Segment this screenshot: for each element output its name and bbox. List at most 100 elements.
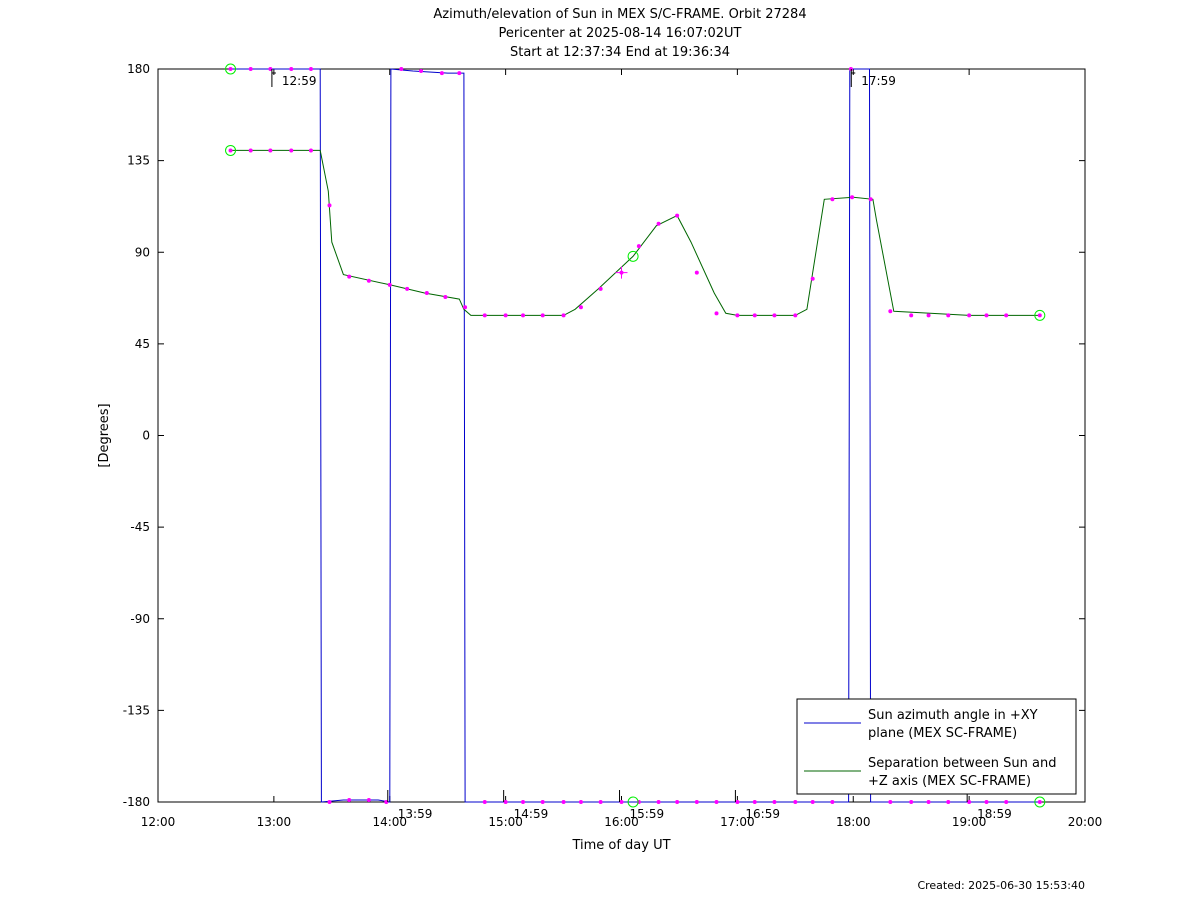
y-tick-label: -90: [130, 612, 150, 626]
data-point-marker: [578, 305, 583, 310]
data-point-marker: [424, 290, 429, 295]
y-tick-label: 135: [127, 154, 150, 168]
legend-entry-2: +Z axis (MEX SC-FRAME): [868, 774, 1031, 789]
data-point-marker: [694, 800, 699, 804]
data-point-marker: [830, 197, 835, 202]
time-annotation-label: 12:59: [282, 74, 317, 88]
data-point-marker: [347, 797, 352, 802]
data-point-marker: [521, 313, 526, 318]
y-tick-label: 90: [135, 245, 150, 259]
data-point-marker: [752, 313, 757, 318]
title-line-3: Start at 12:37:34 End at 19:36:34: [510, 45, 730, 60]
data-point-marker: [946, 313, 951, 318]
data-point-marker: [675, 213, 680, 218]
data-point-marker: [463, 305, 468, 310]
created-timestamp: Created: 2025-06-30 15:53:40: [917, 879, 1085, 892]
data-point-marker: [926, 313, 931, 318]
data-point-marker: [598, 286, 603, 291]
x-axis: 12:00 13:00 14:00 15:00 16:00 17:00 18:00 19:00…: [141, 69, 1102, 829]
time-annotation-label: 18:59: [977, 807, 1012, 821]
series-line-1: [230, 68, 1040, 803]
x-tick-label: 18:00: [836, 815, 871, 829]
x-tick-label: 12:00: [141, 815, 176, 829]
data-point-marker: [366, 278, 371, 283]
data-point-marker: [561, 800, 566, 804]
data-point-marker: [540, 800, 545, 804]
data-point-marker: [967, 313, 972, 318]
series-line-2: [230, 149, 1040, 316]
data-point-marker: [268, 148, 273, 153]
data-point-marker: [405, 286, 410, 291]
orbit-marker-circle: [225, 144, 237, 156]
data-point-marker: [868, 197, 873, 202]
data-point-marker: [308, 148, 313, 153]
data-point-marker: [752, 800, 757, 804]
data-point-marker: [735, 800, 740, 804]
plot-frame: [157, 68, 1086, 803]
data-point-marker: [772, 800, 777, 804]
data-point-marker: [946, 800, 951, 804]
data-point-marker: [694, 270, 699, 275]
data-point-marker: [482, 800, 487, 804]
data-point-marker: [443, 295, 448, 300]
data-point-marker: [810, 276, 815, 281]
data-point-marker: [598, 800, 603, 804]
data-point-marker: [289, 148, 294, 153]
legend-entry-1: Sun azimuth angle in +XY: [868, 708, 1038, 723]
data-point-marker: [387, 282, 392, 287]
data-point-marker: [482, 313, 487, 318]
y-tick-label: -135: [123, 703, 150, 717]
y-axis-label: [Degrees]: [97, 403, 112, 467]
data-point-marker: [888, 800, 893, 804]
data-point-marker: [810, 800, 815, 804]
title-line-2: Pericenter at 2025-08-14 16:07:02UT: [498, 26, 741, 41]
orbit-marker-circle: [1034, 309, 1046, 321]
y-tick-label: -45: [130, 520, 150, 534]
time-annotation-label: 15:59: [630, 807, 665, 821]
y-tick-label: -180: [123, 795, 150, 809]
orbit-marker-circle: [1034, 796, 1046, 808]
data-point-marker: [439, 71, 444, 76]
x-tick-label: 19:00: [952, 815, 987, 829]
x-tick-label: 15:00: [488, 815, 523, 829]
data-point-marker: [248, 67, 253, 71]
time-annotation-label: 17:59: [861, 74, 896, 88]
data-point-marker: [228, 148, 233, 153]
data-point-marker: [888, 309, 893, 314]
data-point-marker: [793, 313, 798, 318]
data-point-marker: [636, 244, 641, 249]
data-point-marker: [830, 800, 835, 804]
y-tick-label: 0: [142, 429, 150, 443]
data-point-marker: [926, 800, 931, 804]
title-line-1: Azimuth/elevation of Sun in MEX S/C-FRAM…: [433, 7, 806, 22]
markers: [225, 63, 1046, 808]
data-point-marker: [384, 800, 389, 804]
y-tick-label: 180: [127, 62, 150, 76]
y-tick-label: 45: [135, 337, 150, 351]
time-annotations: 12:59 13:59 14:59 15:59 16:59 17:59 18:59: [271, 69, 1012, 821]
data-point-marker: [457, 71, 462, 76]
data-point-marker: [675, 800, 680, 804]
data-point-marker: [540, 313, 545, 318]
data-point-marker: [366, 797, 371, 802]
data-point-marker: [1004, 800, 1009, 804]
data-point-marker: [419, 69, 424, 74]
data-point-marker: [909, 313, 914, 318]
data-point-marker: [268, 67, 273, 71]
data-point-marker: [503, 313, 508, 318]
data-point-marker: [984, 313, 989, 318]
chart-title: Azimuth/elevation of Sun in MEX S/C-FRAM…: [433, 7, 806, 60]
x-axis-label: Time of day UT: [571, 838, 670, 853]
data-point-marker: [248, 148, 253, 153]
data-point-marker: [228, 67, 233, 71]
x-tick-label: 14:00: [372, 815, 407, 829]
x-tick-label: 13:00: [257, 815, 292, 829]
data-point-marker: [399, 67, 404, 71]
orbit-marker-circle: [627, 796, 639, 808]
data-point-marker: [1004, 313, 1009, 318]
data-point-marker: [1037, 800, 1042, 804]
data-point-marker: [561, 313, 566, 318]
data-point-marker: [714, 800, 719, 804]
data-point-marker: [909, 800, 914, 804]
